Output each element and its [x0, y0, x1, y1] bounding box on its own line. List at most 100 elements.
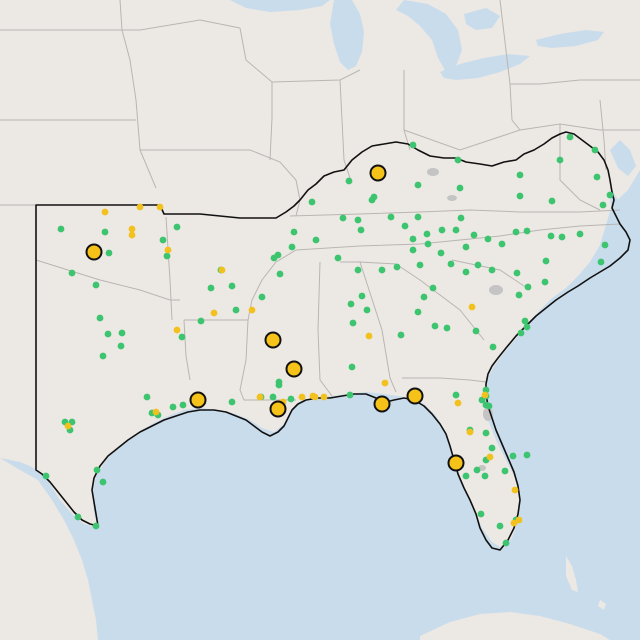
yellow-site-marker[interactable]	[128, 231, 136, 239]
green-site-marker[interactable]	[401, 222, 409, 230]
green-site-marker[interactable]	[363, 306, 371, 314]
green-site-marker[interactable]	[42, 472, 50, 480]
yellow-site-marker[interactable]	[481, 391, 489, 399]
green-site-marker[interactable]	[516, 192, 524, 200]
green-site-marker[interactable]	[599, 201, 607, 209]
green-site-marker[interactable]	[597, 258, 605, 266]
green-site-marker[interactable]	[457, 214, 465, 222]
green-site-marker[interactable]	[547, 232, 555, 240]
yellow-site-marker[interactable]	[136, 203, 144, 211]
green-site-marker[interactable]	[232, 306, 240, 314]
green-site-marker[interactable]	[290, 228, 298, 236]
green-site-marker[interactable]	[414, 213, 422, 221]
green-site-marker[interactable]	[163, 252, 171, 260]
green-site-marker[interactable]	[197, 317, 205, 325]
green-site-marker[interactable]	[496, 522, 504, 530]
green-site-marker[interactable]	[345, 177, 353, 185]
green-site-marker[interactable]	[354, 216, 362, 224]
green-site-marker[interactable]	[523, 227, 531, 235]
green-site-marker[interactable]	[482, 429, 490, 437]
green-site-marker[interactable]	[143, 393, 151, 401]
green-site-marker[interactable]	[101, 228, 109, 236]
green-site-marker[interactable]	[348, 363, 356, 371]
green-site-marker[interactable]	[470, 231, 478, 239]
green-site-marker[interactable]	[423, 230, 431, 238]
yellow-site-marker[interactable]	[468, 303, 476, 311]
green-site-marker[interactable]	[447, 260, 455, 268]
green-site-marker[interactable]	[438, 226, 446, 234]
green-site-marker[interactable]	[178, 333, 186, 341]
green-site-marker[interactable]	[349, 319, 357, 327]
green-site-marker[interactable]	[601, 241, 609, 249]
green-site-marker[interactable]	[312, 236, 320, 244]
major-site-marker[interactable]	[264, 331, 282, 349]
green-site-marker[interactable]	[269, 393, 277, 401]
green-site-marker[interactable]	[521, 317, 529, 325]
green-site-marker[interactable]	[409, 246, 417, 254]
green-site-marker[interactable]	[228, 282, 236, 290]
green-site-marker[interactable]	[437, 249, 445, 257]
green-site-marker[interactable]	[424, 240, 432, 248]
major-site-marker[interactable]	[285, 360, 303, 378]
green-site-marker[interactable]	[443, 324, 451, 332]
green-site-marker[interactable]	[462, 243, 470, 251]
green-site-marker[interactable]	[347, 300, 355, 308]
green-site-marker[interactable]	[515, 291, 523, 299]
yellow-site-marker[interactable]	[510, 519, 518, 527]
green-site-marker[interactable]	[370, 193, 378, 201]
green-site-marker[interactable]	[57, 225, 65, 233]
green-site-marker[interactable]	[548, 197, 556, 205]
green-site-marker[interactable]	[473, 466, 481, 474]
green-site-marker[interactable]	[452, 226, 460, 234]
yellow-site-marker[interactable]	[173, 326, 181, 334]
green-site-marker[interactable]	[462, 472, 470, 480]
green-site-marker[interactable]	[501, 467, 509, 475]
green-site-marker[interactable]	[488, 266, 496, 274]
yellow-site-marker[interactable]	[128, 225, 136, 233]
green-site-marker[interactable]	[118, 329, 126, 337]
green-site-marker[interactable]	[308, 198, 316, 206]
major-site-marker[interactable]	[373, 395, 391, 413]
major-site-marker[interactable]	[369, 164, 387, 182]
green-site-marker[interactable]	[472, 327, 480, 335]
yellow-site-marker[interactable]	[320, 393, 328, 401]
green-site-marker[interactable]	[541, 278, 549, 286]
green-site-marker[interactable]	[275, 378, 283, 386]
green-site-marker[interactable]	[481, 472, 489, 480]
major-site-marker[interactable]	[447, 454, 465, 472]
green-site-marker[interactable]	[334, 254, 342, 262]
green-site-marker[interactable]	[516, 171, 524, 179]
green-site-marker[interactable]	[339, 214, 347, 222]
green-site-marker[interactable]	[346, 391, 354, 399]
green-site-marker[interactable]	[99, 478, 107, 486]
green-site-marker[interactable]	[523, 451, 531, 459]
green-site-marker[interactable]	[92, 522, 100, 530]
green-site-marker[interactable]	[74, 513, 82, 521]
green-site-marker[interactable]	[68, 269, 76, 277]
yellow-site-marker[interactable]	[101, 208, 109, 216]
major-site-marker[interactable]	[269, 400, 287, 418]
green-site-marker[interactable]	[169, 403, 177, 411]
green-site-marker[interactable]	[105, 249, 113, 257]
major-site-marker[interactable]	[406, 387, 424, 405]
green-site-marker[interactable]	[558, 233, 566, 241]
green-site-marker[interactable]	[509, 452, 517, 460]
green-site-marker[interactable]	[474, 261, 482, 269]
green-site-marker[interactable]	[414, 181, 422, 189]
green-site-marker[interactable]	[414, 308, 422, 316]
green-site-marker[interactable]	[357, 226, 365, 234]
green-site-marker[interactable]	[489, 343, 497, 351]
green-site-marker[interactable]	[431, 322, 439, 330]
yellow-site-marker[interactable]	[454, 399, 462, 407]
green-site-marker[interactable]	[485, 402, 493, 410]
green-site-marker[interactable]	[593, 173, 601, 181]
green-site-marker[interactable]	[517, 329, 525, 337]
green-site-marker[interactable]	[173, 223, 181, 231]
yellow-site-marker[interactable]	[466, 428, 474, 436]
green-site-marker[interactable]	[99, 352, 107, 360]
yellow-site-marker[interactable]	[515, 516, 523, 524]
yellow-site-marker[interactable]	[309, 392, 317, 400]
green-site-marker[interactable]	[566, 133, 574, 141]
major-site-marker[interactable]	[85, 243, 103, 261]
yellow-site-marker[interactable]	[298, 393, 306, 401]
